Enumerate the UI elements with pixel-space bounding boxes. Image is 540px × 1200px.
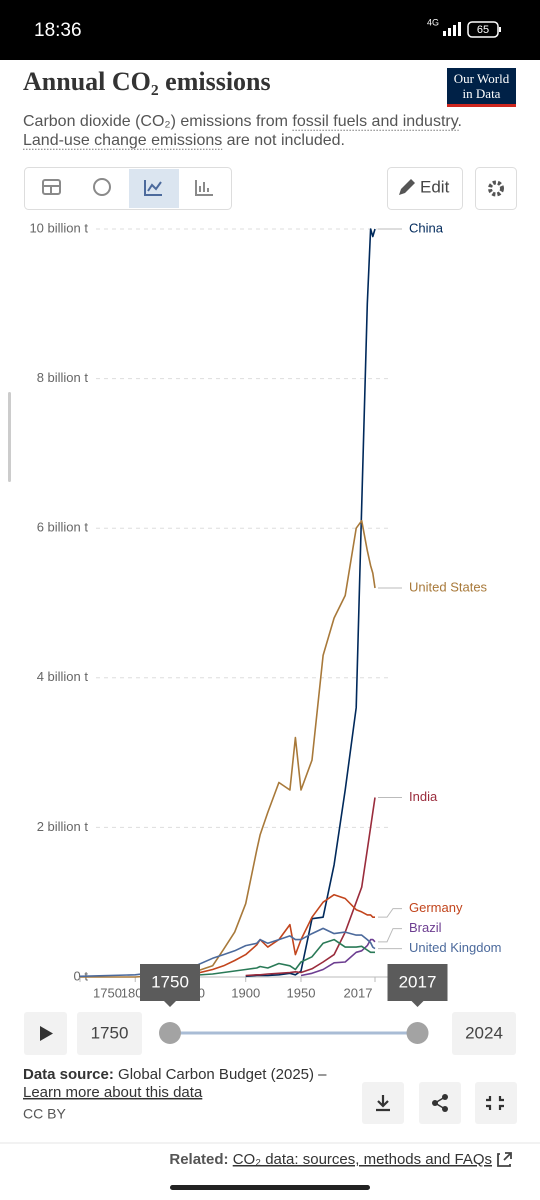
y-tick-label: 10 billion t <box>29 220 88 235</box>
label-connector <box>378 908 402 918</box>
scroll-indicator <box>8 392 11 482</box>
battery-tip <box>499 27 501 32</box>
year-tooltip <box>140 964 200 1007</box>
subtitle: Land-use change emissions are not includ… <box>23 132 345 149</box>
learn-more-link[interactable]: Learn more about this data <box>23 1084 203 1101</box>
edit-label: Edit <box>420 177 450 196</box>
edit-button[interactable] <box>387 167 463 210</box>
subtitle-text: are not included. <box>222 132 345 149</box>
x-tick-label: 2017 <box>344 985 373 1000</box>
x-tick-label: 1750 <box>93 985 122 1000</box>
series-label: United Kingdom <box>409 940 502 955</box>
license: CC BY <box>23 1106 66 1122</box>
y-tick-label: 4 billion t <box>37 669 89 684</box>
settings-icon <box>488 180 504 197</box>
max-year: 2024 <box>465 1023 503 1042</box>
play-icon <box>40 1026 53 1041</box>
series-line <box>245 797 376 977</box>
external-link-icon <box>497 1152 512 1167</box>
share-icon <box>432 1094 448 1112</box>
series-line <box>300 938 376 977</box>
y-tick-label: 8 billion t <box>37 370 89 385</box>
slider-handle[interactable] <box>159 1022 181 1044</box>
timeline-slider: 1750 2017 <box>140 964 448 1044</box>
end-year-button[interactable] <box>452 1012 516 1055</box>
status-time: 18:36 <box>34 20 82 41</box>
subtitle-link[interactable]: fossil fuels and industry <box>292 113 458 130</box>
download-icon <box>376 1095 390 1112</box>
collapse-icon <box>486 1096 504 1110</box>
map-tab[interactable] <box>93 178 111 196</box>
series-label: China <box>409 220 444 235</box>
chart-title: Annual CO₂ emissions <box>23 67 271 96</box>
start-year-button[interactable] <box>77 1012 142 1055</box>
tab-selected <box>129 169 179 208</box>
year-tooltip-label: 2017 <box>399 972 437 991</box>
subtitle-link[interactable]: Land-use change emissions <box>23 132 222 149</box>
subtitle: Carbon dioxide (CO₂) emissions from foss… <box>23 113 462 130</box>
series-label: India <box>409 789 438 804</box>
battery-level: 65 <box>477 24 489 36</box>
source-name: Global Carbon Budget (2025) – <box>114 1066 327 1083</box>
series-label: Germany <box>409 900 463 915</box>
edit-icon <box>399 179 415 195</box>
related: Related: CO₂ data: sources, methods and … <box>169 1151 492 1168</box>
logo[interactable] <box>447 68 516 106</box>
year-tooltip-label: 1750 <box>151 972 189 991</box>
label-connector <box>378 928 402 943</box>
tab-icons <box>42 178 213 196</box>
series-line <box>79 927 376 978</box>
x-tick-label: 1900 <box>231 985 260 1000</box>
y-tick-label: 6 billion t <box>37 520 89 535</box>
share-button[interactable] <box>419 1082 461 1124</box>
source-label: Data source: <box>23 1066 114 1083</box>
view-tabs <box>24 167 232 210</box>
logo-text: Our World <box>454 71 510 86</box>
related-link[interactable]: CO₂ data: sources, methods and FAQs <box>233 1151 492 1168</box>
series-line <box>190 938 375 977</box>
series-label: United States <box>409 579 488 594</box>
data-source: Data source: Global Carbon Budget (2025)… <box>23 1066 327 1083</box>
battery-icon <box>467 21 499 38</box>
subtitle-text: . <box>458 113 462 130</box>
y-tick-label: 2 billion t <box>37 819 89 834</box>
series-line <box>245 228 376 978</box>
bar-tab[interactable] <box>195 180 213 196</box>
settings-button[interactable] <box>475 167 517 210</box>
network-type: 4G <box>427 17 439 27</box>
signal-icon <box>443 22 461 36</box>
chart-tab[interactable] <box>144 180 162 196</box>
x-tick-label: 1950 <box>287 985 316 1000</box>
year-tooltip <box>387 964 448 1007</box>
slider-handle[interactable] <box>406 1022 429 1044</box>
subtitle-text: Carbon dioxide (CO₂) emissions from <box>23 113 292 130</box>
chart: 0 t2 billion t4 billion t6 billion t8 bi… <box>29 220 501 1000</box>
related-label: Related: <box>169 1151 232 1168</box>
series-line <box>80 519 376 978</box>
logo-text: in Data <box>463 86 501 101</box>
collapse-button[interactable] <box>475 1082 517 1124</box>
series-line <box>190 893 375 976</box>
home-indicator <box>170 1185 370 1190</box>
min-year: 1750 <box>91 1023 129 1042</box>
logo-stripe <box>447 104 516 107</box>
series-label: Brazil <box>409 920 442 935</box>
